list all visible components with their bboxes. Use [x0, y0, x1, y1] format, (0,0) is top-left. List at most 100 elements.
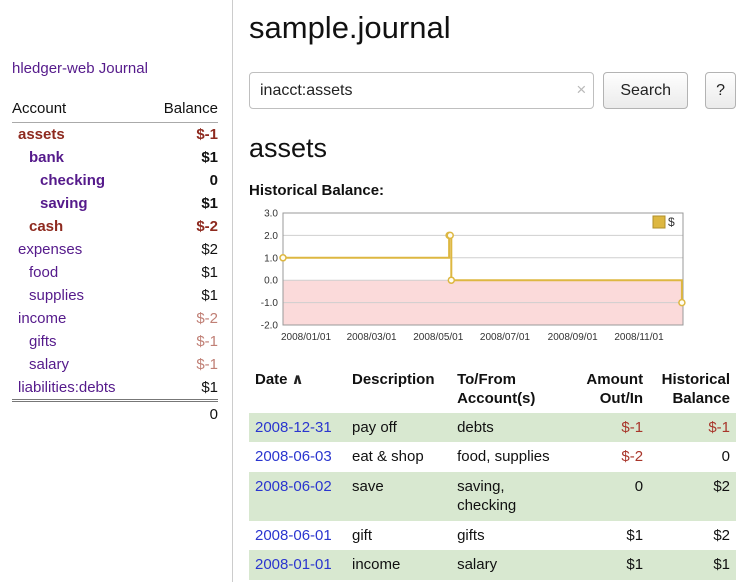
accounts-total-value: 0: [147, 399, 218, 426]
account-balance: $2: [201, 241, 218, 258]
account-row: liabilities:debts $1: [12, 376, 218, 401]
y-tick-label: 0.0: [264, 276, 278, 287]
data-point-marker: [447, 276, 456, 284]
register-col-date-label[interactable]: Date: [255, 371, 288, 388]
transaction-date-link[interactable]: 2008-01-01: [255, 556, 332, 573]
register-row: 2008-01-01 income salary $1 $1: [249, 550, 736, 580]
register-row: 2008-12-31 pay off debts $-1 $-1: [249, 412, 736, 442]
chart-heading: Historical Balance:: [249, 182, 385, 199]
accounts-total-row: 0: [12, 399, 218, 426]
y-tick-label: 2.0: [264, 231, 278, 242]
transaction-date-link[interactable]: 2008-12-31: [255, 418, 332, 436]
data-point-marker: [446, 231, 454, 240]
y-tick-label: -2.0: [261, 321, 279, 332]
register-header-row: Date ∧ Description To/From Account(s) Amo…: [249, 369, 736, 413]
account-link-checking[interactable]: checking: [40, 172, 106, 189]
account-balance: $-1: [196, 356, 218, 373]
transaction-balance: $1: [713, 556, 730, 573]
transaction-amount: $1: [626, 556, 644, 573]
accounts-table: Account Balance assets $-1 bank $1 checking 0…: [12, 97, 218, 426]
transaction-description: eat & shop: [351, 448, 424, 465]
account-link-food[interactable]: food: [29, 264, 59, 281]
register-col-accounts: To/From Account(s): [457, 371, 536, 407]
account-row: assets $-1: [12, 123, 218, 147]
search-button[interactable]: Search: [603, 72, 689, 109]
transaction-balance: $-1: [708, 418, 730, 436]
account-link-cash[interactable]: cash: [29, 218, 64, 235]
legend-swatch: [652, 215, 666, 229]
x-tick-label: 2008/11/01: [614, 332, 664, 343]
transaction-date-link[interactable]: 2008-06-01: [255, 526, 332, 544]
transaction-date-link[interactable]: 2008-06-02: [255, 477, 332, 495]
account-link-gifts[interactable]: gifts: [29, 333, 57, 350]
account-link-assets[interactable]: assets: [18, 126, 65, 143]
register-row: 2008-06-03 eat & shop food, supplies $-2 0: [249, 442, 736, 472]
account-row: food $1: [12, 261, 218, 284]
account-row: checking 0: [12, 169, 218, 192]
search-box: ×: [249, 72, 595, 109]
account-link-bank[interactable]: bank: [29, 149, 65, 166]
account-balance: $1: [201, 379, 218, 396]
plot-border: [282, 212, 684, 326]
transaction-amount: $-2: [621, 448, 644, 465]
account-balance: $-1: [196, 333, 218, 350]
x-tick-label: 2008/09/01: [548, 332, 598, 343]
transaction-amount: 0: [634, 477, 644, 495]
y-tick-label: 1.0: [264, 253, 278, 264]
account-heading: assets: [249, 133, 328, 163]
main-content: sample.journal × Search ? assets Histori…: [234, 0, 742, 582]
account-link-saving[interactable]: saving: [40, 195, 88, 212]
sidebar: hledger-web Journal Account Balance asse…: [0, 0, 233, 582]
app-title-link[interactable]: hledger-web: [12, 60, 95, 77]
transaction-accounts: saving, checking: [457, 477, 517, 515]
register-table-body: 2008-12-31 pay off debts $-1 $-1 2008-06-03 ea…: [249, 412, 736, 580]
account-row: income $-2: [12, 307, 218, 330]
account-link-income[interactable]: income: [18, 310, 67, 327]
account-balance: $1: [201, 195, 218, 212]
transaction-balance: 0: [721, 448, 730, 465]
accounts-total-spacer: [12, 399, 148, 426]
register-table: Date ∧ Description To/From Account(s) Amo…: [249, 369, 736, 580]
account-row: supplies $1: [12, 284, 218, 307]
x-tick-label: 2008/03/01: [347, 332, 397, 343]
x-tick-label: 2008/07/01: [480, 332, 530, 343]
transaction-accounts: salary: [457, 556, 498, 573]
transaction-description: income: [351, 556, 401, 573]
accounts-table-body: assets $-1 bank $1 checking 0 saving $1 cash $-2 e…: [12, 123, 218, 401]
account-link-salary[interactable]: salary: [29, 356, 70, 373]
account-link-supplies[interactable]: supplies: [29, 287, 85, 304]
transaction-accounts: food, supplies: [457, 448, 550, 465]
search-row: × Search ?: [249, 72, 736, 109]
transaction-accounts: debts: [457, 418, 494, 436]
help-button[interactable]: ?: [705, 72, 736, 109]
account-balance: $-1: [196, 126, 218, 143]
data-point-marker: [678, 298, 686, 307]
register-row: 2008-06-02 save saving, checking 0 $2: [249, 471, 736, 521]
y-tick-label: 3.0: [264, 209, 278, 220]
x-tick-label: 2008/05/01: [413, 332, 463, 343]
accounts-header-row: Account Balance: [12, 97, 218, 123]
account-balance: 0: [209, 172, 218, 189]
clear-search-icon[interactable]: ×: [576, 80, 587, 99]
search-input[interactable]: [249, 72, 595, 109]
nav-journal-link[interactable]: Journal: [98, 60, 148, 77]
account-link-liabilities-debts[interactable]: liabilities:debts: [18, 379, 116, 396]
account-row: expenses $2: [12, 238, 218, 261]
transaction-amount: $-1: [621, 418, 644, 436]
register-col-balance: Historical Balance: [661, 371, 730, 407]
account-balance: $1: [201, 149, 218, 166]
transaction-date-link[interactable]: 2008-06-03: [255, 448, 332, 465]
transaction-balance: $2: [713, 526, 730, 544]
page-title: sample.journal: [249, 10, 451, 45]
accounts-col-account: Account: [12, 97, 148, 123]
sort-ascending-icon[interactable]: ∧: [291, 371, 304, 388]
account-row: bank $1: [12, 146, 218, 169]
account-link-expenses[interactable]: expenses: [18, 241, 83, 258]
account-balance: $-2: [196, 310, 218, 327]
register-row: 2008-06-01 gift gifts $1 $2: [249, 521, 736, 551]
register-col-description: Description: [351, 371, 435, 388]
account-row: salary $-1: [12, 353, 218, 376]
accounts-col-balance: Balance: [147, 97, 218, 123]
x-tick-label: 2008/01/01: [281, 332, 331, 343]
